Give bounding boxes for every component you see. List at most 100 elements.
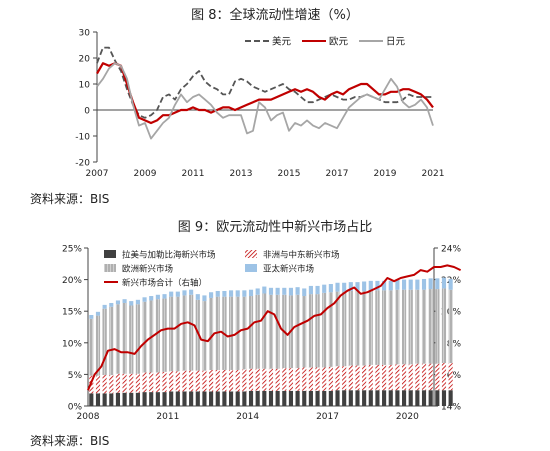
bar-segment (175, 391, 180, 406)
bar-segment (342, 390, 347, 406)
bar-segment (182, 295, 187, 371)
bar-segment (448, 289, 453, 364)
x-tick-label: 2015 (278, 169, 301, 179)
bar-segment (295, 390, 300, 406)
bar-segment (388, 390, 393, 406)
bar-segment (268, 368, 274, 391)
bar-segment (202, 370, 207, 392)
bar-segment (162, 294, 167, 299)
bar-segment (228, 391, 234, 406)
x-tick-label: 2014 (236, 412, 259, 422)
bar-segment (155, 294, 160, 300)
bar-segment (169, 391, 174, 406)
bar-segment (135, 299, 140, 305)
right-tick-label: 24% (441, 245, 461, 255)
bar-segment (115, 304, 121, 374)
y-tick-label: 10 (79, 81, 91, 91)
bar-segment (175, 296, 180, 372)
bar-segment (175, 291, 180, 297)
bar-segment (222, 369, 227, 392)
bar-segment (122, 392, 127, 406)
bar-segment (129, 392, 134, 406)
bar-segment (395, 289, 400, 365)
bar-segment (435, 278, 440, 290)
bar-segment (155, 299, 160, 373)
bar-segment (182, 391, 187, 406)
bar-segment (348, 365, 353, 391)
x-tick-label: 2020 (396, 412, 419, 422)
bar-segment (275, 390, 280, 406)
x-tick-label: 2019 (374, 169, 397, 179)
bar-segment (149, 392, 154, 406)
bar-segment (169, 291, 174, 297)
legend-label: 亚太新兴市场 (263, 264, 314, 275)
bar-segment (89, 393, 94, 406)
bar-segment (335, 291, 340, 367)
bar-segment (215, 290, 220, 297)
bar-segment (275, 368, 280, 391)
bar-segment (395, 279, 400, 290)
bar-segment (362, 290, 367, 366)
left-tick-label: 15% (62, 308, 82, 318)
bar-segment (115, 373, 121, 393)
bar-segment (408, 279, 413, 290)
bar-segment (228, 290, 234, 297)
bar-segment (122, 373, 127, 393)
bar-segment (295, 368, 300, 391)
bar-segment (402, 364, 407, 391)
bar-segment (302, 288, 307, 297)
bar-segment (355, 290, 360, 366)
bar-segment (375, 280, 380, 291)
bar-segment (395, 364, 400, 391)
bar-segment (155, 372, 160, 393)
left-tick-label: 10% (62, 339, 82, 349)
bar-segment (348, 390, 353, 406)
x-tick-label: 2011 (156, 412, 179, 422)
y-tick-label: 20 (79, 55, 91, 65)
bar-segment (368, 290, 373, 365)
bar-segment (195, 370, 200, 392)
bar-segment (142, 392, 147, 406)
bar-segment (189, 294, 194, 371)
bar-segment (189, 289, 194, 295)
bar-segment (362, 390, 367, 406)
x-tick-label: 2017 (326, 169, 349, 179)
bar-segment (129, 305, 134, 374)
bar-segment (255, 294, 260, 369)
bar-segment (102, 308, 107, 376)
bar-segment (441, 277, 447, 289)
bar-segment (428, 390, 433, 406)
y-tick-label: 0 (84, 107, 90, 117)
bar-segment (235, 369, 240, 392)
bar-segment (382, 364, 387, 391)
y-tick-label: 30 (79, 29, 91, 39)
bar-segment (262, 368, 267, 391)
bar-segment (335, 282, 340, 292)
bar-segment (388, 364, 393, 391)
bar-segment (195, 294, 200, 300)
bar-segment (368, 280, 373, 291)
bar-segment (222, 391, 227, 406)
bar-segment (175, 371, 180, 392)
left-tick-label: 20% (62, 276, 82, 286)
bar-segment (209, 369, 214, 392)
bar-segment (215, 391, 220, 406)
bar-segment (428, 278, 433, 290)
bar-segment (441, 390, 447, 406)
bar-segment (388, 280, 393, 291)
bar-segment (421, 278, 427, 290)
bar-segment (135, 373, 140, 393)
bar-segment (348, 282, 353, 291)
bar-segment (335, 390, 340, 406)
left-tick-label: 25% (62, 245, 82, 255)
bar-segment (368, 364, 373, 391)
bar-segment (335, 366, 340, 391)
bar-segment (282, 287, 287, 295)
bar-segment (375, 390, 380, 406)
bar-segment (109, 306, 114, 376)
bar-segment (428, 363, 433, 391)
bar-segment (421, 390, 427, 406)
bar-segment (95, 315, 101, 376)
bar-segment (388, 290, 393, 365)
bar-segment (189, 391, 194, 406)
